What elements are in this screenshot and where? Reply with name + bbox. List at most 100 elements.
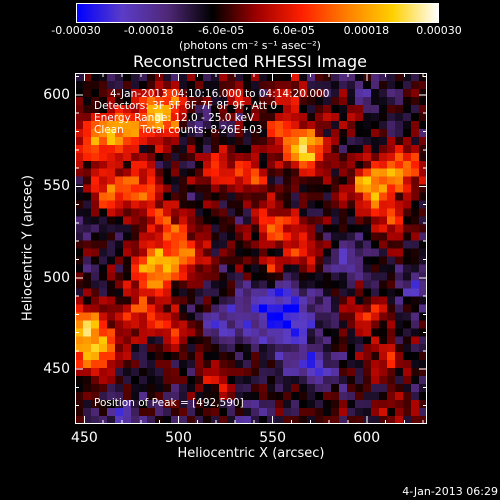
heatmap-cell (323, 128, 332, 138)
heatmap-cell (363, 168, 372, 178)
heatmap-cell (227, 232, 236, 242)
heatmap-cell (211, 80, 220, 90)
heatmap-cell (83, 408, 92, 417)
heatmap-cell (99, 96, 108, 106)
heatmap-cell (379, 288, 388, 297)
heatmap-cell (275, 73, 284, 82)
heatmap-cell (347, 88, 356, 98)
heatmap-cell (323, 288, 332, 297)
heatmap-cell (227, 280, 236, 289)
heatmap-cell (123, 344, 132, 353)
heatmap-cell (227, 352, 236, 361)
heatmap-cell (283, 328, 292, 337)
heatmap-cell (379, 176, 388, 186)
heatmap-cell (243, 192, 252, 202)
heatmap-cell (347, 392, 356, 401)
heatmap-cell (163, 176, 172, 186)
heatmap-cell (419, 216, 427, 226)
heatmap-cell (395, 104, 404, 114)
heatmap-cell (163, 80, 172, 90)
heatmap-cell (155, 160, 164, 170)
heatmap-cell (107, 264, 116, 274)
heatmap-cell (227, 88, 236, 98)
heatmap-cell (291, 88, 300, 98)
heatmap-cell (83, 352, 92, 361)
heatmap-cell (411, 88, 420, 98)
heatmap-cell (411, 136, 420, 146)
heatmap-cell (163, 232, 172, 242)
heatmap-cell (395, 248, 404, 258)
heatmap-cell (315, 73, 324, 82)
heatmap-cell (203, 408, 212, 417)
heatmap-cell (219, 184, 228, 194)
heatmap-cell (155, 232, 164, 242)
heatmap-cell (147, 264, 156, 274)
heatmap-cell (299, 128, 308, 138)
heatmap-cell (331, 264, 340, 274)
heatmap-cell (91, 248, 100, 258)
heatmap-cell (91, 280, 100, 289)
heatmap-cell (115, 288, 124, 297)
heatmap-cell (251, 128, 260, 138)
heatmap-cell (203, 264, 212, 274)
heatmap-cell (107, 120, 116, 130)
heatmap-cell (291, 264, 300, 274)
heatmap-cell (187, 384, 196, 393)
heatmap-cell (419, 128, 427, 138)
heatmap-cell (163, 168, 172, 178)
heatmap-cell (83, 200, 92, 210)
heatmap-cell (107, 160, 116, 170)
heatmap-cell (419, 73, 427, 82)
heatmap-cell (267, 120, 276, 130)
heatmap-cell (123, 416, 132, 424)
heatmap-cell (187, 272, 196, 282)
heatmap-cell (139, 392, 148, 401)
heatmap-cell (379, 208, 388, 218)
heatmap-cell (323, 200, 332, 210)
heatmap-cell (323, 296, 332, 305)
heatmap-cell (347, 248, 356, 258)
heatmap-cell (419, 232, 427, 242)
heatmap-cell (147, 320, 156, 329)
heatmap-cell (347, 120, 356, 130)
heatmap-cell (419, 400, 427, 409)
heatmap-cell (315, 128, 324, 138)
heatmap-cell (387, 96, 396, 106)
heatmap-cell (171, 336, 180, 345)
heatmap-cell (131, 416, 140, 424)
heatmap-cell (227, 384, 236, 393)
heatmap-cell (235, 416, 244, 424)
heatmap-cell (299, 352, 308, 361)
heatmap-cell (115, 96, 124, 106)
heatmap-cell (403, 104, 412, 114)
heatmap-cell (251, 360, 260, 369)
heatmap-cell (227, 360, 236, 369)
heatmap-cell (331, 96, 340, 106)
heatmap-cell (251, 328, 260, 337)
heatmap-cell (419, 104, 427, 114)
heatmap-cell (147, 184, 156, 194)
heatmap-cell (75, 336, 84, 345)
heatmap-cell (227, 96, 236, 106)
heatmap-cell (403, 384, 412, 393)
heatmap-cell (355, 160, 364, 170)
heatmap-cell (219, 248, 228, 258)
heatmap-cell (299, 104, 308, 114)
heatmap-cell (411, 152, 420, 162)
heatmap-cell (219, 336, 228, 345)
heatmap-cell (379, 400, 388, 409)
heatmap-cell (283, 184, 292, 194)
heatmap-cell (299, 216, 308, 226)
heatmap-cell (267, 232, 276, 242)
heatmap-cell (387, 328, 396, 337)
heatmap-cell (195, 288, 204, 297)
heatmap-cell (363, 208, 372, 218)
heatmap-cell (147, 168, 156, 178)
heatmap-cell (283, 352, 292, 361)
heatmap-cell (163, 360, 172, 369)
heatmap-cell (75, 144, 84, 154)
heatmap-cell (195, 256, 204, 266)
heatmap-cell (291, 344, 300, 353)
heatmap-cell (179, 352, 188, 361)
heatmap-cell (267, 344, 276, 353)
